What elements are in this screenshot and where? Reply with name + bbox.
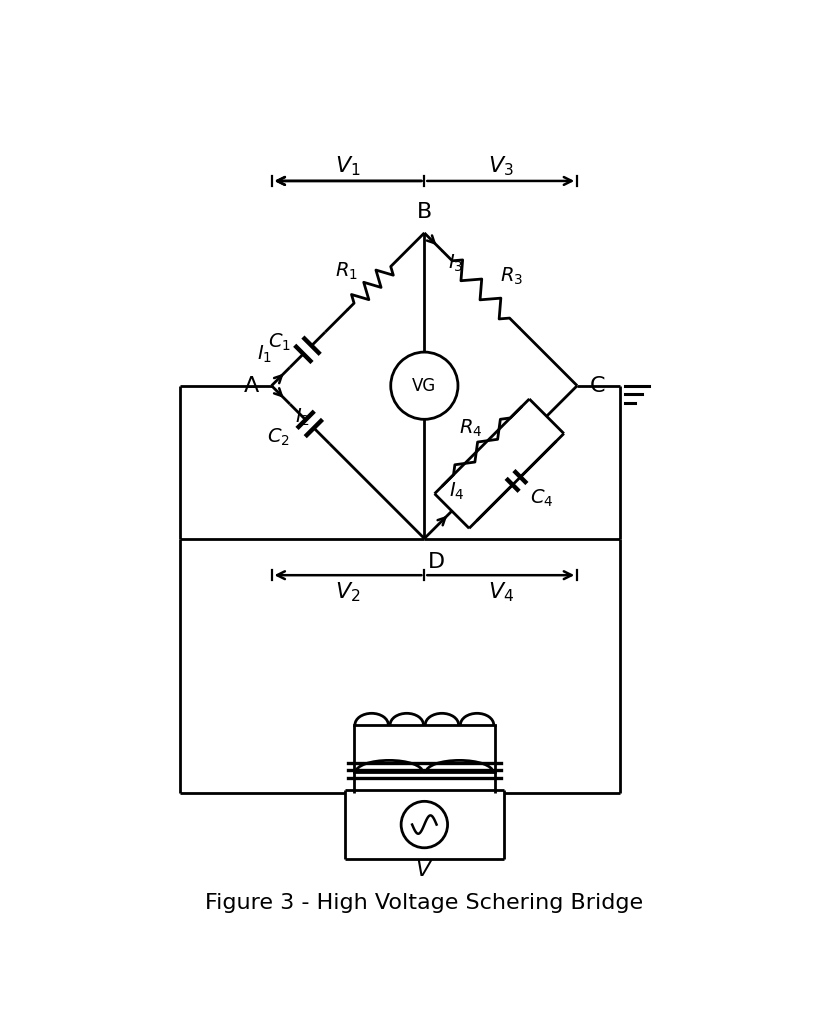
Text: $R_4$: $R_4$ — [459, 418, 482, 438]
Text: $V_2$: $V_2$ — [335, 580, 361, 604]
Text: A: A — [244, 376, 259, 395]
Text: B: B — [416, 202, 432, 222]
Text: $V_3$: $V_3$ — [487, 155, 513, 178]
Text: VG: VG — [412, 377, 436, 394]
Text: D: D — [427, 552, 444, 572]
Text: $R_1$: $R_1$ — [335, 261, 358, 282]
Circle shape — [390, 352, 457, 419]
Circle shape — [400, 802, 447, 848]
Text: $I_1$: $I_1$ — [256, 343, 271, 365]
Text: $C_2$: $C_2$ — [266, 427, 289, 449]
Text: $V_1$: $V_1$ — [335, 155, 361, 178]
Text: $V$: $V$ — [414, 860, 433, 880]
Text: C: C — [589, 376, 605, 395]
Text: $C_4$: $C_4$ — [530, 487, 553, 509]
Text: $R_3$: $R_3$ — [500, 265, 523, 287]
Text: $I_2$: $I_2$ — [294, 407, 309, 428]
Text: $I_3$: $I_3$ — [447, 253, 462, 274]
Text: $I_4$: $I_4$ — [448, 480, 464, 502]
Text: $V_4$: $V_4$ — [487, 580, 514, 604]
Text: $C_1$: $C_1$ — [268, 332, 291, 353]
Text: Figure 3 - High Voltage Schering Bridge: Figure 3 - High Voltage Schering Bridge — [205, 893, 643, 913]
